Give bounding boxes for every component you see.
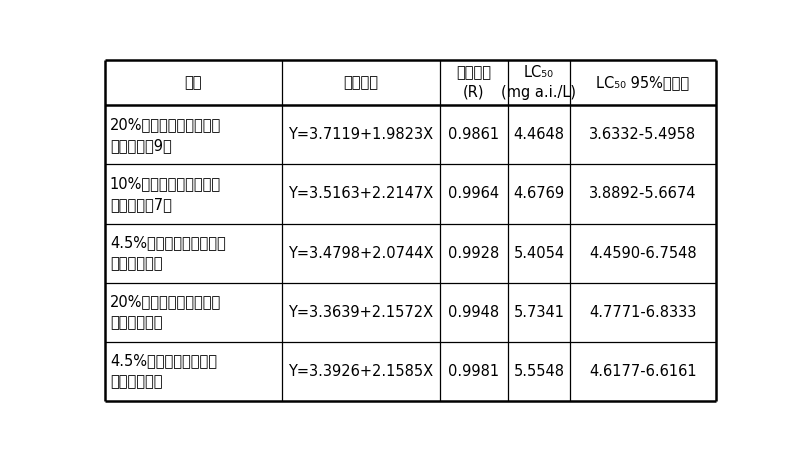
Text: Y=3.7119+1.9823X: Y=3.7119+1.9823X xyxy=(288,127,434,142)
Text: 0.9928: 0.9928 xyxy=(448,246,499,261)
Text: 3.8892-5.6674: 3.8892-5.6674 xyxy=(589,187,697,202)
Text: 0.9948: 0.9948 xyxy=(448,305,499,320)
Text: 4.7771-6.8333: 4.7771-6.8333 xyxy=(589,305,697,320)
Text: 4.4648: 4.4648 xyxy=(514,127,565,142)
Text: 20%高效氯氰菊酯乳粒剂
（现有产品）: 20%高效氯氰菊酯乳粒剂 （现有产品） xyxy=(110,295,221,331)
Text: 5.4054: 5.4054 xyxy=(514,246,565,261)
Text: Y=3.5163+2.2147X: Y=3.5163+2.2147X xyxy=(288,187,434,202)
Text: 4.4590-6.7548: 4.4590-6.7548 xyxy=(589,246,697,261)
Text: 5.5548: 5.5548 xyxy=(514,364,565,379)
Text: 20%高效氯氰菊酯微乳粒
剂（实施例9）: 20%高效氯氰菊酯微乳粒 剂（实施例9） xyxy=(110,117,221,153)
Text: 4.6769: 4.6769 xyxy=(514,187,565,202)
Text: Y=3.3926+2.1585X: Y=3.3926+2.1585X xyxy=(288,364,434,379)
Text: Y=3.3639+2.1572X: Y=3.3639+2.1572X xyxy=(288,305,434,320)
Text: 5.7341: 5.7341 xyxy=(514,305,565,320)
Text: 10%高效氯氰菊酯微乳粉
剂（实施例7）: 10%高效氯氰菊酯微乳粉 剂（实施例7） xyxy=(110,176,221,212)
Text: 4.5%高效氯氰菊酯乳油
（现有产品）: 4.5%高效氯氰菊酯乳油 （现有产品） xyxy=(110,354,217,390)
Text: 相关系数
(R): 相关系数 (R) xyxy=(456,65,491,100)
Text: 0.9981: 0.9981 xyxy=(448,364,499,379)
Text: 3.6332-5.4958: 3.6332-5.4958 xyxy=(590,127,696,142)
Text: LC₅₀
(mg a.i./L): LC₅₀ (mg a.i./L) xyxy=(502,65,577,100)
Text: 4.6177-6.6161: 4.6177-6.6161 xyxy=(589,364,697,379)
Text: 0.9861: 0.9861 xyxy=(448,127,499,142)
Text: 药剂: 药剂 xyxy=(185,75,202,90)
Text: LC₅₀ 95%置信限: LC₅₀ 95%置信限 xyxy=(596,75,690,90)
Text: Y=3.4798+2.0744X: Y=3.4798+2.0744X xyxy=(288,246,434,261)
Text: 0.9964: 0.9964 xyxy=(448,187,499,202)
Text: 4.5%高效氯氰菊酯微乳剂
（现有产品）: 4.5%高效氯氰菊酯微乳剂 （现有产品） xyxy=(110,235,226,271)
Text: 回归白线: 回归白线 xyxy=(343,75,378,90)
